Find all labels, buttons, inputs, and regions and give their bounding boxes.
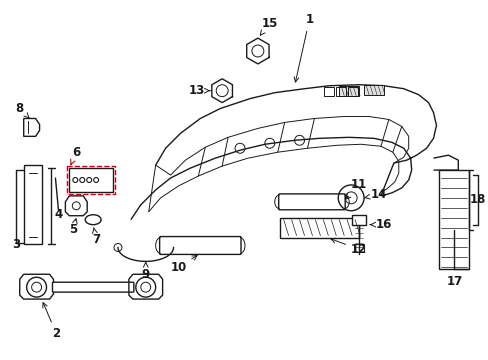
Text: 2: 2 bbox=[42, 303, 61, 340]
Bar bbox=[353, 244, 363, 252]
Text: 7: 7 bbox=[92, 228, 100, 246]
Bar bbox=[336, 87, 346, 96]
Text: 9: 9 bbox=[142, 262, 149, 281]
Text: 14: 14 bbox=[364, 188, 386, 201]
Bar bbox=[69, 168, 113, 192]
Text: 10: 10 bbox=[170, 256, 197, 274]
Bar bbox=[347, 87, 357, 96]
Text: 1: 1 bbox=[294, 13, 313, 82]
Text: 8: 8 bbox=[16, 102, 29, 118]
Bar bbox=[324, 87, 334, 96]
Bar bbox=[351, 215, 366, 225]
Bar bbox=[279, 218, 358, 238]
FancyBboxPatch shape bbox=[159, 237, 241, 255]
Text: 3: 3 bbox=[12, 238, 20, 251]
Bar bbox=[23, 165, 41, 244]
FancyBboxPatch shape bbox=[52, 282, 134, 292]
Text: 12: 12 bbox=[330, 238, 366, 256]
Bar bbox=[67, 166, 115, 194]
Bar bbox=[439, 170, 468, 269]
Text: 6: 6 bbox=[71, 146, 80, 165]
Text: 18: 18 bbox=[469, 193, 486, 206]
FancyBboxPatch shape bbox=[278, 194, 345, 210]
Text: 5: 5 bbox=[69, 219, 77, 236]
Text: 4: 4 bbox=[54, 208, 62, 221]
Bar bbox=[363, 85, 383, 95]
Text: 15: 15 bbox=[260, 17, 277, 35]
Text: 13: 13 bbox=[188, 84, 210, 97]
Text: 16: 16 bbox=[369, 218, 391, 231]
Text: 17: 17 bbox=[446, 275, 462, 288]
Bar bbox=[339, 86, 358, 96]
Text: 11: 11 bbox=[345, 179, 366, 199]
